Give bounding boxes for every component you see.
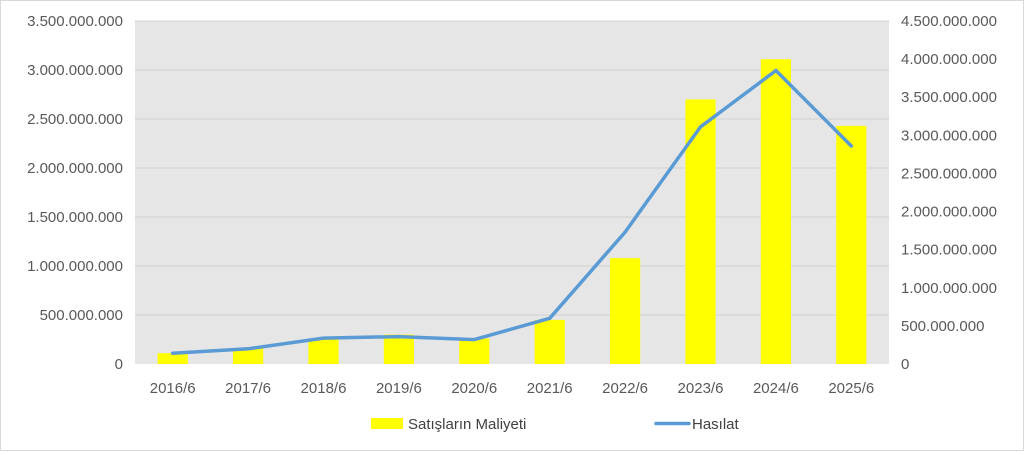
right-axis-tick-label: 1.500.000.000 [901,242,997,259]
right-axis-tick-label: 3.500.000.000 [901,89,997,106]
legend-line-label: Hasılat [692,416,740,433]
x-axis-tick-label: 2018/6 [301,380,347,397]
right-axis-tick-label: 3.000.000.000 [901,127,997,144]
line-path [170,68,854,356]
right-axis-tick-label: 1.000.000.000 [901,280,997,297]
x-axis-tick-label: 2023/6 [678,380,724,397]
bar [233,348,264,364]
x-axis-tick-label: 2021/6 [527,380,573,397]
legend-bar-swatch [371,418,403,429]
left-axis-tick-label: 2.000.000.000 [27,160,123,177]
x-axis-tick-label: 2022/6 [602,380,648,397]
x-axis-tick-label: 2024/6 [753,380,799,397]
bar [157,353,188,364]
x-axis-tick-label: 2017/6 [225,380,271,397]
bar [308,338,339,364]
right-axis-tick-label: 2.500.000.000 [901,165,997,182]
bar [459,338,490,364]
right-axis-ticks: 0 500.000.000 1.000.000.000 1.500.000.000 2.… [901,13,997,373]
left-axis-tick-label: 1.000.000.000 [27,258,123,275]
bar [534,319,565,364]
left-axis-tick-label: 0 [115,356,123,373]
legend-bar-label: Satışların Maliyeti [408,416,526,433]
bar [760,59,791,364]
left-axis-tick-label: 1.500.000.000 [27,209,123,226]
right-axis-tick-label: 0 [901,356,909,373]
right-axis-tick-label: 2.000.000.000 [901,204,997,221]
x-axis-ticks: 2016/6 2017/6 2018/6 2019/6 2020/6 2021/6 2022… [150,380,874,397]
left-axis-ticks: 0 500.000.000 1.000.000.000 1.500.000.000 2.… [27,13,123,373]
bar [610,258,641,364]
x-axis-tick-label: 2019/6 [376,380,422,397]
x-axis-tick-label: 2025/6 [828,380,874,397]
right-axis-tick-label: 4.500.000.000 [901,13,997,30]
right-axis-tick-label: 4.000.000.000 [901,51,997,68]
right-axis-tick-label: 500.000.000 [901,318,984,335]
legend: Satışların Maliyeti Hasılat [371,416,740,433]
bar-series [157,59,867,365]
line-series [170,68,854,356]
left-axis-tick-label: 3.500.000.000 [27,13,123,30]
bar [836,125,867,364]
left-axis-tick-label: 500.000.000 [40,307,123,324]
left-axis-tick-label: 3.000.000.000 [27,62,123,79]
left-axis-tick-label: 2.500.000.000 [27,111,123,128]
bar [383,334,414,364]
x-axis-tick-label: 2020/6 [451,380,497,397]
x-axis-tick-label: 2016/6 [150,380,196,397]
